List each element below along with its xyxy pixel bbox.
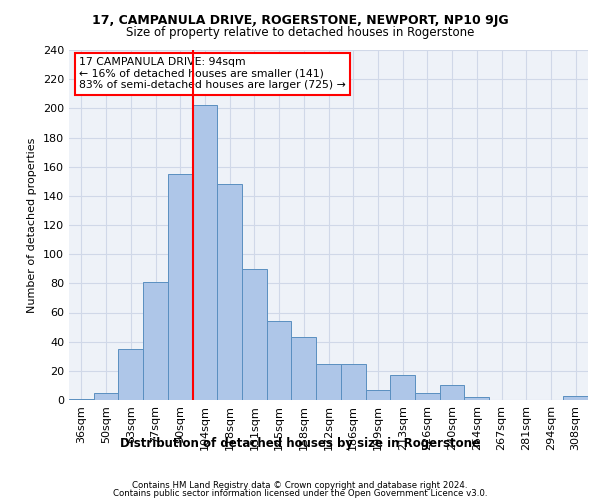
Bar bbox=[464, 397, 489, 400]
Bar bbox=[168, 174, 193, 400]
Bar bbox=[143, 282, 168, 400]
Text: 17 CAMPANULA DRIVE: 94sqm
← 16% of detached houses are smaller (141)
83% of semi: 17 CAMPANULA DRIVE: 94sqm ← 16% of detac… bbox=[79, 57, 346, 90]
Bar bbox=[292, 338, 316, 400]
Y-axis label: Number of detached properties: Number of detached properties bbox=[28, 138, 37, 312]
Text: Contains public sector information licensed under the Open Government Licence v3: Contains public sector information licen… bbox=[113, 488, 487, 498]
Bar bbox=[316, 364, 341, 400]
Text: Distribution of detached houses by size in Rogerstone: Distribution of detached houses by size … bbox=[120, 438, 480, 450]
Text: Contains HM Land Registry data © Crown copyright and database right 2024.: Contains HM Land Registry data © Crown c… bbox=[132, 481, 468, 490]
Bar bbox=[341, 364, 365, 400]
Bar bbox=[69, 398, 94, 400]
Bar bbox=[563, 396, 588, 400]
Bar bbox=[390, 375, 415, 400]
Bar bbox=[242, 269, 267, 400]
Bar bbox=[267, 322, 292, 400]
Text: 17, CAMPANULA DRIVE, ROGERSTONE, NEWPORT, NP10 9JG: 17, CAMPANULA DRIVE, ROGERSTONE, NEWPORT… bbox=[92, 14, 508, 27]
Bar bbox=[365, 390, 390, 400]
Bar bbox=[193, 106, 217, 400]
Bar bbox=[415, 392, 440, 400]
Bar bbox=[118, 349, 143, 400]
Bar bbox=[217, 184, 242, 400]
Bar bbox=[94, 392, 118, 400]
Text: Size of property relative to detached houses in Rogerstone: Size of property relative to detached ho… bbox=[126, 26, 474, 39]
Bar bbox=[440, 386, 464, 400]
